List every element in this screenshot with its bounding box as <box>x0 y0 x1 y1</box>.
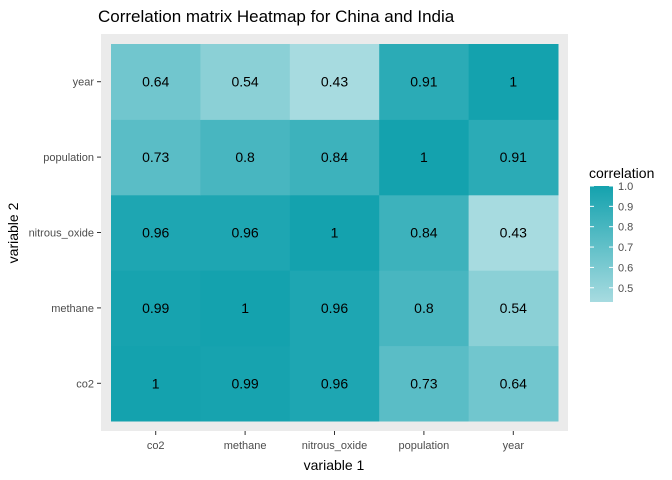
cell-value-year-nitrous_oxide: 0.43 <box>500 225 527 241</box>
cell-value-co2-nitrous_oxide: 0.96 <box>142 225 169 241</box>
cell-value-nitrous_oxide-year: 0.43 <box>321 74 348 90</box>
cell-value-population-methane: 0.8 <box>414 300 434 316</box>
legend-tick-label: 0.6 <box>618 262 633 274</box>
legend-tick-label: 1.0 <box>618 181 633 193</box>
heatmap-cell-year-nitrous_oxide <box>468 194 559 271</box>
heatmap-cell-nitrous_oxide-population <box>289 119 380 196</box>
legend-tick-label: 0.5 <box>618 283 633 295</box>
y-axis-title: variable 2 <box>5 202 21 263</box>
x-axis-title: variable 1 <box>304 457 365 473</box>
cell-value-population-year: 0.91 <box>410 74 437 90</box>
heatmap-cell-labels: 1 0.99 0.96 0.73 0.64 0.99 1 0.96 0.8 0.54 0.96 0.9… <box>142 74 527 392</box>
chart-title: Correlation matrix Heatmap for China and… <box>98 7 455 26</box>
heatmap-cell-population-co2 <box>379 345 470 422</box>
cell-value-methane-population: 0.8 <box>235 149 255 165</box>
heatmap-cell-population-year <box>379 44 470 120</box>
heatmap-cell-methane-methane <box>200 270 291 347</box>
heatmap-cell-co2-nitrous_oxide <box>111 194 201 271</box>
heatmap-cell-methane-population <box>200 119 291 196</box>
heatmap-cell-population-methane <box>379 270 470 347</box>
heatmap-cell-co2-population <box>111 119 201 196</box>
heatmap-cell-population-nitrous_oxide <box>379 194 470 271</box>
heatmap-cell-co2-methane <box>111 270 201 347</box>
legend-tick-label: 0.7 <box>618 242 633 254</box>
y-tick-label: population <box>43 152 94 164</box>
x-axis-ticks: co2 methane nitrous_oxide population year <box>147 431 525 452</box>
heatmap-cell-nitrous_oxide-co2 <box>289 345 380 422</box>
heatmap-cell-year-population <box>468 119 559 196</box>
cell-value-co2-methane: 0.99 <box>142 300 169 316</box>
x-tick-label: co2 <box>147 440 165 452</box>
y-tick-label: nitrous_oxide <box>29 228 94 240</box>
y-axis-ticks: co2 methane nitrous_oxide population year <box>29 77 101 390</box>
heatmap-cells <box>111 44 559 422</box>
heatmap-cell-year-methane <box>468 270 559 347</box>
cell-value-year-co2: 0.64 <box>500 375 527 391</box>
cell-value-methane-nitrous_oxide: 0.96 <box>231 225 258 241</box>
heatmap-cell-year-year <box>468 44 559 120</box>
heatmap-cell-year-co2 <box>468 345 559 422</box>
y-tick-label: methane <box>51 303 94 315</box>
heatmap-cell-nitrous_oxide-year <box>289 44 380 120</box>
y-tick-label: co2 <box>76 378 94 390</box>
heatmap-cell-nitrous_oxide-nitrous_oxide <box>289 194 380 271</box>
cell-value-nitrous_oxide-nitrous_oxide: 1 <box>331 225 339 241</box>
cell-value-year-year: 1 <box>509 74 517 90</box>
legend: correlation 1.0 0.9 0.8 0.7 0.6 0.5 <box>589 165 654 302</box>
x-tick-label: population <box>399 440 450 452</box>
heatmap-cell-methane-year <box>200 44 291 120</box>
legend-ticks: 1.0 0.9 0.8 0.7 0.6 0.5 <box>590 181 633 295</box>
legend-title: correlation <box>589 165 654 181</box>
cell-value-population-population: 1 <box>420 149 428 165</box>
cell-value-nitrous_oxide-co2: 0.96 <box>321 375 348 391</box>
cell-value-population-co2: 0.73 <box>410 375 437 391</box>
heatmap-cell-co2-co2 <box>111 345 201 422</box>
cell-value-co2-population: 0.73 <box>142 149 169 165</box>
x-tick-label: year <box>503 440 525 452</box>
legend-colorbar <box>590 186 613 302</box>
cell-value-year-population: 0.91 <box>500 149 527 165</box>
cell-value-nitrous_oxide-methane: 0.96 <box>321 300 348 316</box>
cell-value-nitrous_oxide-population: 0.84 <box>321 149 348 165</box>
x-tick-label: nitrous_oxide <box>302 440 367 452</box>
heatmap-cell-nitrous_oxide-methane <box>289 270 380 347</box>
cell-value-methane-methane: 1 <box>241 300 249 316</box>
heatmap-cell-methane-co2 <box>200 345 291 422</box>
cell-value-population-nitrous_oxide: 0.84 <box>410 225 437 241</box>
heatmap-cell-methane-nitrous_oxide <box>200 194 291 271</box>
cell-value-methane-co2: 0.99 <box>231 375 258 391</box>
y-tick-label: year <box>73 77 95 89</box>
legend-tick-label: 0.9 <box>618 201 633 213</box>
cell-value-year-methane: 0.54 <box>500 300 527 316</box>
cell-value-co2-co2: 1 <box>152 375 160 391</box>
heatmap-cell-population-population <box>379 119 470 196</box>
cell-value-methane-year: 0.54 <box>231 74 258 90</box>
heatmap-cell-co2-year <box>111 44 201 120</box>
cell-value-co2-year: 0.64 <box>142 74 169 90</box>
x-tick-label: methane <box>224 440 267 452</box>
legend-tick-label: 0.8 <box>618 222 633 234</box>
